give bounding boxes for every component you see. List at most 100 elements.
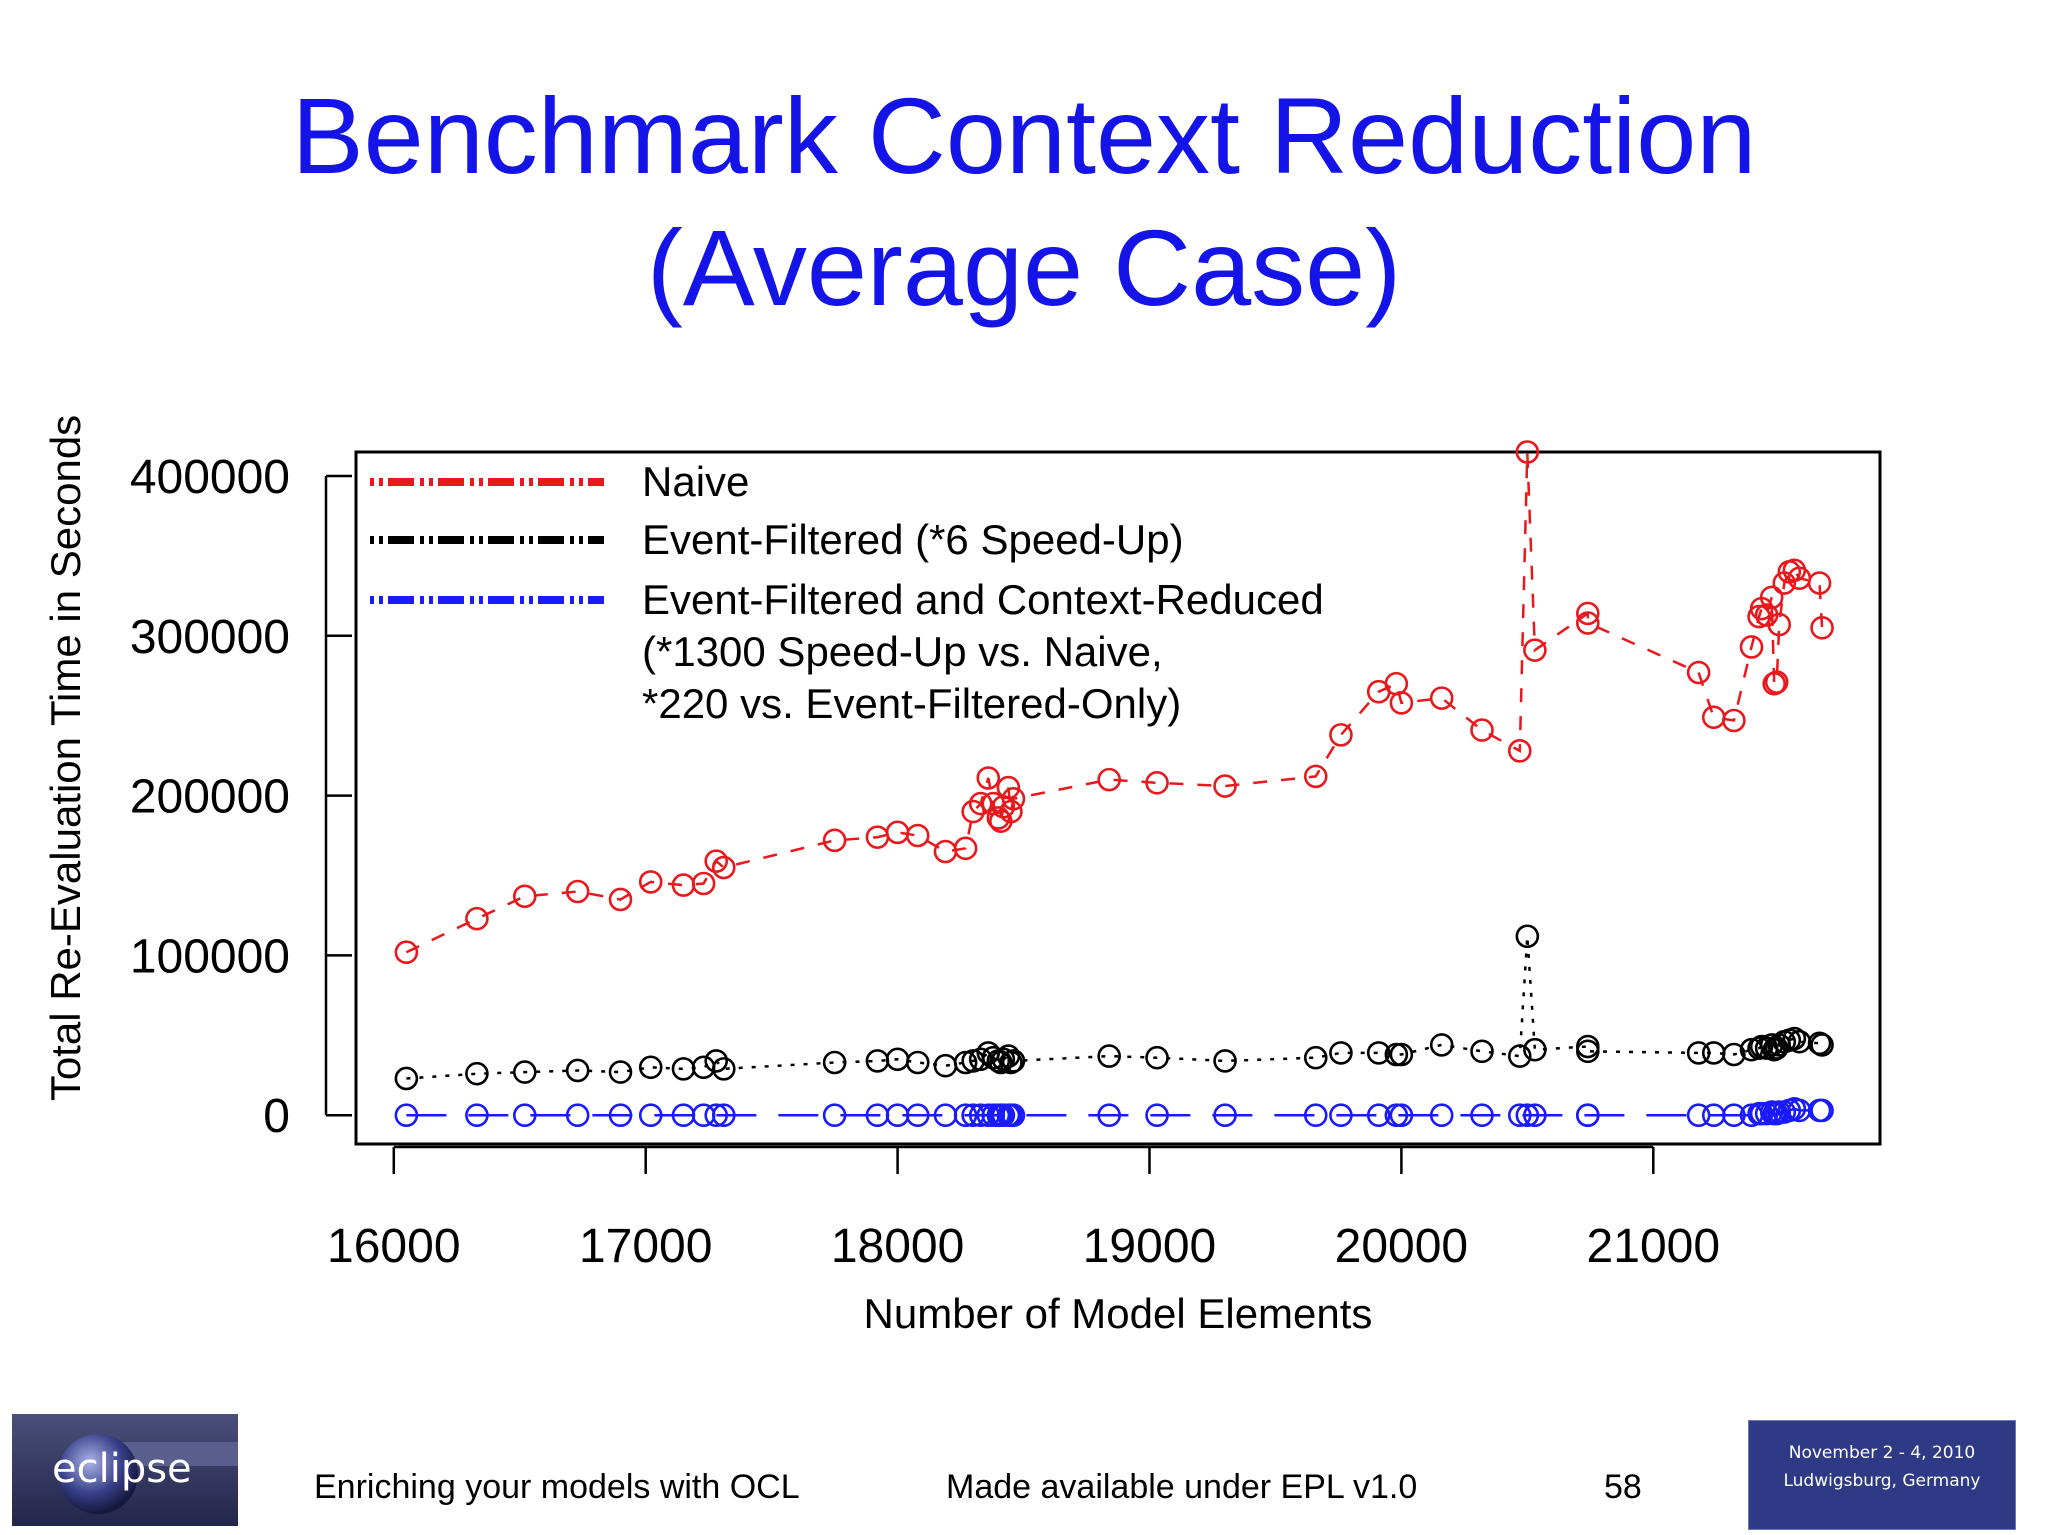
data-point bbox=[1787, 566, 1812, 591]
data-point bbox=[638, 870, 663, 894]
data-point bbox=[1470, 1039, 1494, 1064]
data-point bbox=[968, 791, 993, 816]
data-point bbox=[512, 884, 537, 909]
data-point bbox=[1575, 611, 1600, 635]
data-point bbox=[565, 879, 590, 904]
data-point bbox=[512, 1060, 537, 1084]
data-point bbox=[1810, 1098, 1834, 1123]
data-point bbox=[704, 1049, 729, 1073]
data-point bbox=[1429, 686, 1454, 710]
data-point bbox=[608, 887, 633, 912]
data-point bbox=[1384, 671, 1409, 696]
data-point bbox=[671, 873, 696, 897]
data-point bbox=[608, 1103, 633, 1128]
legend-label: Event-Filtered (*6 Speed-Up) bbox=[642, 516, 1184, 563]
data-point bbox=[1145, 1103, 1169, 1128]
data-point bbox=[1366, 1041, 1391, 1065]
x-axis-title: Number of Model Elements bbox=[864, 1290, 1373, 1337]
data-point bbox=[1389, 1103, 1414, 1128]
data-point bbox=[865, 825, 890, 849]
data-point bbox=[1722, 1042, 1746, 1067]
y-axis-title: Total Re-Evaluation Time in Seconds bbox=[42, 415, 89, 1101]
data-point bbox=[1507, 739, 1532, 763]
data-point bbox=[885, 820, 910, 845]
series-line bbox=[405, 451, 1824, 954]
legend-note-line: (*1300 Speed-Up vs. Naive, bbox=[642, 628, 1163, 675]
data-point bbox=[953, 1103, 978, 1128]
data-point bbox=[1303, 1103, 1328, 1128]
data-point bbox=[1507, 1044, 1532, 1068]
data-point bbox=[608, 1060, 633, 1084]
data-point bbox=[1470, 1103, 1494, 1128]
data-point bbox=[1523, 638, 1547, 662]
data-point bbox=[822, 828, 847, 853]
data-point bbox=[671, 1057, 696, 1081]
data-point bbox=[885, 1103, 910, 1128]
data-point bbox=[1523, 1037, 1547, 1062]
data-point bbox=[1213, 1103, 1237, 1128]
data-point bbox=[905, 1050, 930, 1075]
x-tick-label: 19000 bbox=[1083, 1220, 1216, 1273]
footer-left-text: Enriching your models with OCL bbox=[314, 1468, 800, 1506]
data-point bbox=[1807, 571, 1832, 595]
eclipse-logo-text: eclipse bbox=[52, 1446, 192, 1492]
data-point bbox=[989, 1050, 1013, 1075]
data-point bbox=[1722, 708, 1746, 733]
data-point bbox=[1001, 1103, 1026, 1128]
data-point bbox=[1097, 767, 1121, 792]
data-point bbox=[671, 1103, 696, 1128]
legend-label: Naive bbox=[642, 458, 749, 505]
data-point bbox=[953, 836, 978, 861]
data-point bbox=[1303, 1045, 1328, 1070]
page-number: 58 bbox=[1604, 1468, 1642, 1506]
data-point bbox=[1575, 1039, 1600, 1064]
data-point bbox=[1145, 771, 1169, 795]
title-line-2: (Average Case) bbox=[646, 207, 1402, 328]
data-point bbox=[565, 1058, 590, 1083]
data-point bbox=[638, 1055, 663, 1080]
data-point bbox=[1686, 1041, 1711, 1065]
data-point bbox=[996, 775, 1021, 800]
data-point bbox=[961, 799, 985, 824]
data-point bbox=[1764, 670, 1789, 694]
data-point bbox=[1787, 1098, 1812, 1123]
data-point bbox=[1701, 1041, 1726, 1065]
y-tick-label: 300000 bbox=[130, 611, 290, 664]
data-point bbox=[1097, 1044, 1121, 1068]
data-point bbox=[1303, 764, 1328, 789]
data-point bbox=[1810, 615, 1834, 640]
data-point bbox=[394, 1066, 419, 1091]
x-tick-label: 20000 bbox=[1335, 1220, 1468, 1273]
data-point bbox=[1366, 1103, 1391, 1128]
data-point bbox=[1575, 601, 1600, 626]
slide-title: Benchmark Context Reduction (Average Cas… bbox=[0, 70, 2048, 334]
y-tick-label: 400000 bbox=[130, 451, 290, 504]
data-point bbox=[1701, 705, 1726, 730]
data-point bbox=[1739, 635, 1764, 659]
data-point bbox=[1523, 1103, 1547, 1128]
x-tick-label: 21000 bbox=[1587, 1220, 1720, 1273]
y-tick-label: 0 bbox=[263, 1090, 290, 1143]
data-point bbox=[1329, 1041, 1353, 1065]
data-point bbox=[1782, 1026, 1807, 1051]
data-point bbox=[1515, 440, 1540, 464]
data-point bbox=[1213, 1049, 1237, 1073]
footer-center-text: Made available under EPL v1.0 bbox=[946, 1468, 1418, 1506]
data-point bbox=[1389, 1042, 1414, 1067]
event-badge: November 2 - 4, 2010 Ludwigsburg, German… bbox=[1748, 1420, 2016, 1530]
series-line bbox=[406, 1107, 1823, 1117]
data-point bbox=[905, 1103, 930, 1128]
data-point bbox=[1097, 1103, 1121, 1128]
data-point bbox=[905, 823, 930, 848]
title-line-1: Benchmark Context Reduction bbox=[291, 75, 1757, 196]
x-tick-label: 17000 bbox=[579, 1220, 712, 1273]
y-tick-label: 200000 bbox=[130, 771, 290, 824]
data-point bbox=[933, 1053, 958, 1078]
data-point bbox=[1001, 1049, 1026, 1073]
series-line bbox=[406, 936, 1823, 1080]
data-point bbox=[865, 1103, 890, 1128]
data-point bbox=[885, 1047, 910, 1072]
data-point bbox=[1429, 1103, 1454, 1128]
eclipse-logo: eclipse bbox=[12, 1414, 238, 1526]
data-point bbox=[704, 849, 729, 873]
